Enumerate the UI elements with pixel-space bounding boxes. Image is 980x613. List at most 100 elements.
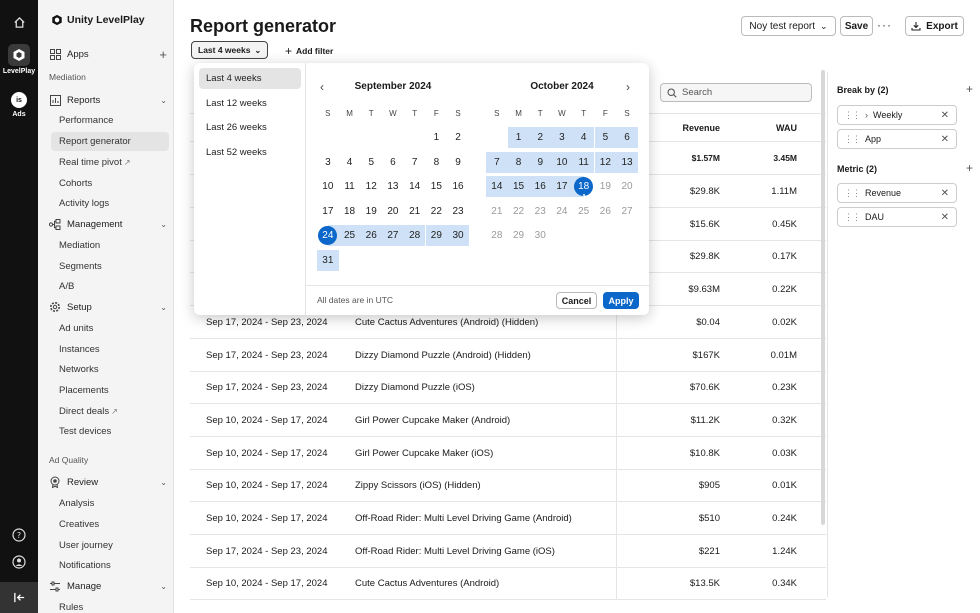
calendar-day[interactable]: 24 [317,225,339,247]
calendar-day[interactable]: 18 [339,201,361,222]
search-input[interactable]: Search [660,83,812,102]
sidebar-item-direct-deals[interactable]: Direct deals ↗ [51,402,169,421]
calendar-day[interactable]: 20 [382,201,404,222]
brand-logo[interactable]: Unity LevelPlay [51,14,145,26]
table-row[interactable]: Sep 17, 2024 - Sep 23, 2024 Dizzy Diamond… [190,371,826,405]
sidebar-item-instances[interactable]: Instances [59,344,100,355]
calendar-day[interactable]: 22 [508,201,530,222]
calendar-day[interactable]: 21 [404,201,426,222]
calendar-day[interactable]: 2 [529,127,552,148]
apply-button[interactable]: Apply [603,292,639,309]
calendar-day[interactable]: 18 [572,176,595,198]
calendar-day[interactable]: 20 [616,176,638,197]
calendar-day[interactable]: 14 [404,176,426,197]
home-icon[interactable] [9,12,29,32]
sidebar-group-setup[interactable]: Setup ⌄ [49,301,167,313]
sidebar-item-placements[interactable]: Placements [59,385,109,396]
sidebar-item-apps[interactable]: Apps + [49,47,167,62]
column-header-revenue[interactable]: Revenue [682,123,720,133]
levelplay-icon[interactable] [8,44,30,66]
preset-last-12-weeks[interactable]: Last 12 weeks [206,98,267,109]
drag-handle-icon[interactable]: ⋮⋮ [844,187,861,198]
calendar-day[interactable]: 28 [403,225,426,247]
calendar-day[interactable]: 19 [595,176,617,197]
calendar-day[interactable]: 26 [360,225,383,247]
calendar-day[interactable]: 31 [317,250,339,271]
sidebar-item-segments[interactable]: Segments [59,261,102,272]
calendar-day[interactable]: 24 [551,201,573,222]
add-app-icon[interactable]: + [159,47,167,62]
calendar-day[interactable]: 25 [338,225,361,247]
calendar-day[interactable]: 10 [551,151,573,173]
sidebar-item-report-generator[interactable]: Report generator [51,132,169,151]
calendar-day[interactable]: 19 [360,201,382,222]
table-row[interactable]: Sep 17, 2024 - Sep 23, 2024 Dizzy Diamond… [190,339,826,372]
sidebar-item-performance[interactable]: Performance [59,115,114,126]
ironsource-ads-icon[interactable]: is [11,92,27,108]
add-filter-button[interactable]: + Add filter [285,44,333,58]
sidebar-item-rules[interactable]: Rules [59,602,84,613]
calendar-day[interactable]: 7 [404,152,426,173]
calendar-day[interactable]: 23 [447,201,469,222]
calendar-day[interactable]: 9 [529,151,552,173]
calendar-day[interactable]: 5 [360,152,382,173]
calendar-day[interactable]: 25 [573,201,595,222]
sidebar-item-notifications[interactable]: Notifications [59,560,111,571]
calendar-day[interactable]: 12 [360,176,382,197]
sidebar-group-review[interactable]: Review ⌄ [49,476,167,488]
preset-last-4-weeks[interactable]: Last 4 weeks [199,68,301,89]
table-row[interactable]: Sep 10, 2024 - Sep 17, 2024 Girl Power Cu… [190,404,826,437]
table-row[interactable]: Sep 17, 2024 - Sep 23, 2024 Cute Cactus A… [190,306,826,339]
calendar-day[interactable]: 8 [507,151,530,173]
preset-last-26-weeks[interactable]: Last 26 weeks [206,122,267,133]
calendar-day[interactable]: 15 [426,176,448,197]
sidebar-item-ab[interactable]: A/B [59,281,75,292]
table-row[interactable]: Sep 10, 2024 - Sep 17, 2024 Zippy Scissor… [190,469,826,503]
table-row[interactable]: Sep 10, 2024 - Sep 17, 2024 Cute Cactus A… [190,567,826,601]
report-select-dropdown[interactable]: Noy test report ⌄ [741,16,836,36]
save-button[interactable]: Save [840,16,873,36]
remove-icon[interactable]: ✕ [940,133,949,145]
calendar-day[interactable]: 1 [426,127,448,148]
prev-month-icon[interactable]: ‹ [320,80,324,94]
more-options-icon[interactable]: ··· [877,18,892,32]
calendar-day[interactable]: 27 [616,201,638,222]
table-scrollbar[interactable] [821,70,825,525]
table-row[interactable]: Sep 17, 2024 - Sep 23, 2024 Off-Road Ride… [190,535,826,568]
sidebar-item-networks[interactable]: Networks [59,364,99,375]
calendar-day[interactable]: 27 [382,225,404,247]
drag-handle-icon[interactable]: ⋮⋮ [844,133,861,144]
remove-icon[interactable]: ✕ [940,211,949,223]
calendar-day[interactable]: 9 [447,152,469,173]
calendar-day[interactable]: 6 [616,127,638,148]
calendar-day[interactable]: 14 [486,176,508,198]
sidebar-item-real-time-pivot[interactable]: Real time pivot ↗ [51,153,169,172]
user-profile-icon[interactable] [9,552,29,572]
calendar-day[interactable]: 1 [507,127,530,148]
metric-item-dau[interactable]: ⋮⋮ DAU ✕ [837,207,957,227]
calendar-day[interactable]: 6 [382,152,404,173]
calendar-day[interactable]: 29 [425,225,448,247]
export-button[interactable]: Export [905,16,964,36]
calendar-day[interactable]: 26 [595,201,617,222]
remove-icon[interactable]: ✕ [940,109,949,121]
sidebar-item-analysis[interactable]: Analysis [59,498,95,509]
remove-icon[interactable]: ✕ [940,187,949,199]
metric-item-revenue[interactable]: ⋮⋮ Revenue ✕ [837,183,957,203]
cancel-button[interactable]: Cancel [556,292,597,309]
calendar-day[interactable]: 15 [507,176,530,198]
calendar-day[interactable]: 11 [572,151,595,173]
add-break-by-icon[interactable]: + [966,82,974,96]
calendar-day[interactable]: 17 [551,176,573,198]
calendar-day[interactable]: 12 [594,151,617,173]
calendar-day[interactable]: 4 [339,152,361,173]
calendar-day[interactable]: 7 [486,151,508,173]
collapse-sidebar-icon[interactable] [0,582,38,613]
break-by-item-app[interactable]: ⋮⋮ App ✕ [837,129,957,149]
date-range-filter-chip[interactable]: Last 4 weeks ⌄ [191,41,269,59]
calendar-day[interactable]: 13 [616,151,638,173]
calendar-day[interactable]: 22 [426,201,448,222]
calendar-day[interactable]: 3 [317,152,339,173]
calendar-day[interactable]: 28 [486,225,508,246]
calendar-day[interactable]: 3 [551,127,573,148]
